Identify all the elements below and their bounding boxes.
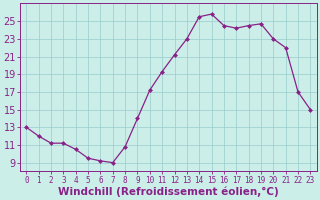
X-axis label: Windchill (Refroidissement éolien,°C): Windchill (Refroidissement éolien,°C) bbox=[58, 186, 279, 197]
